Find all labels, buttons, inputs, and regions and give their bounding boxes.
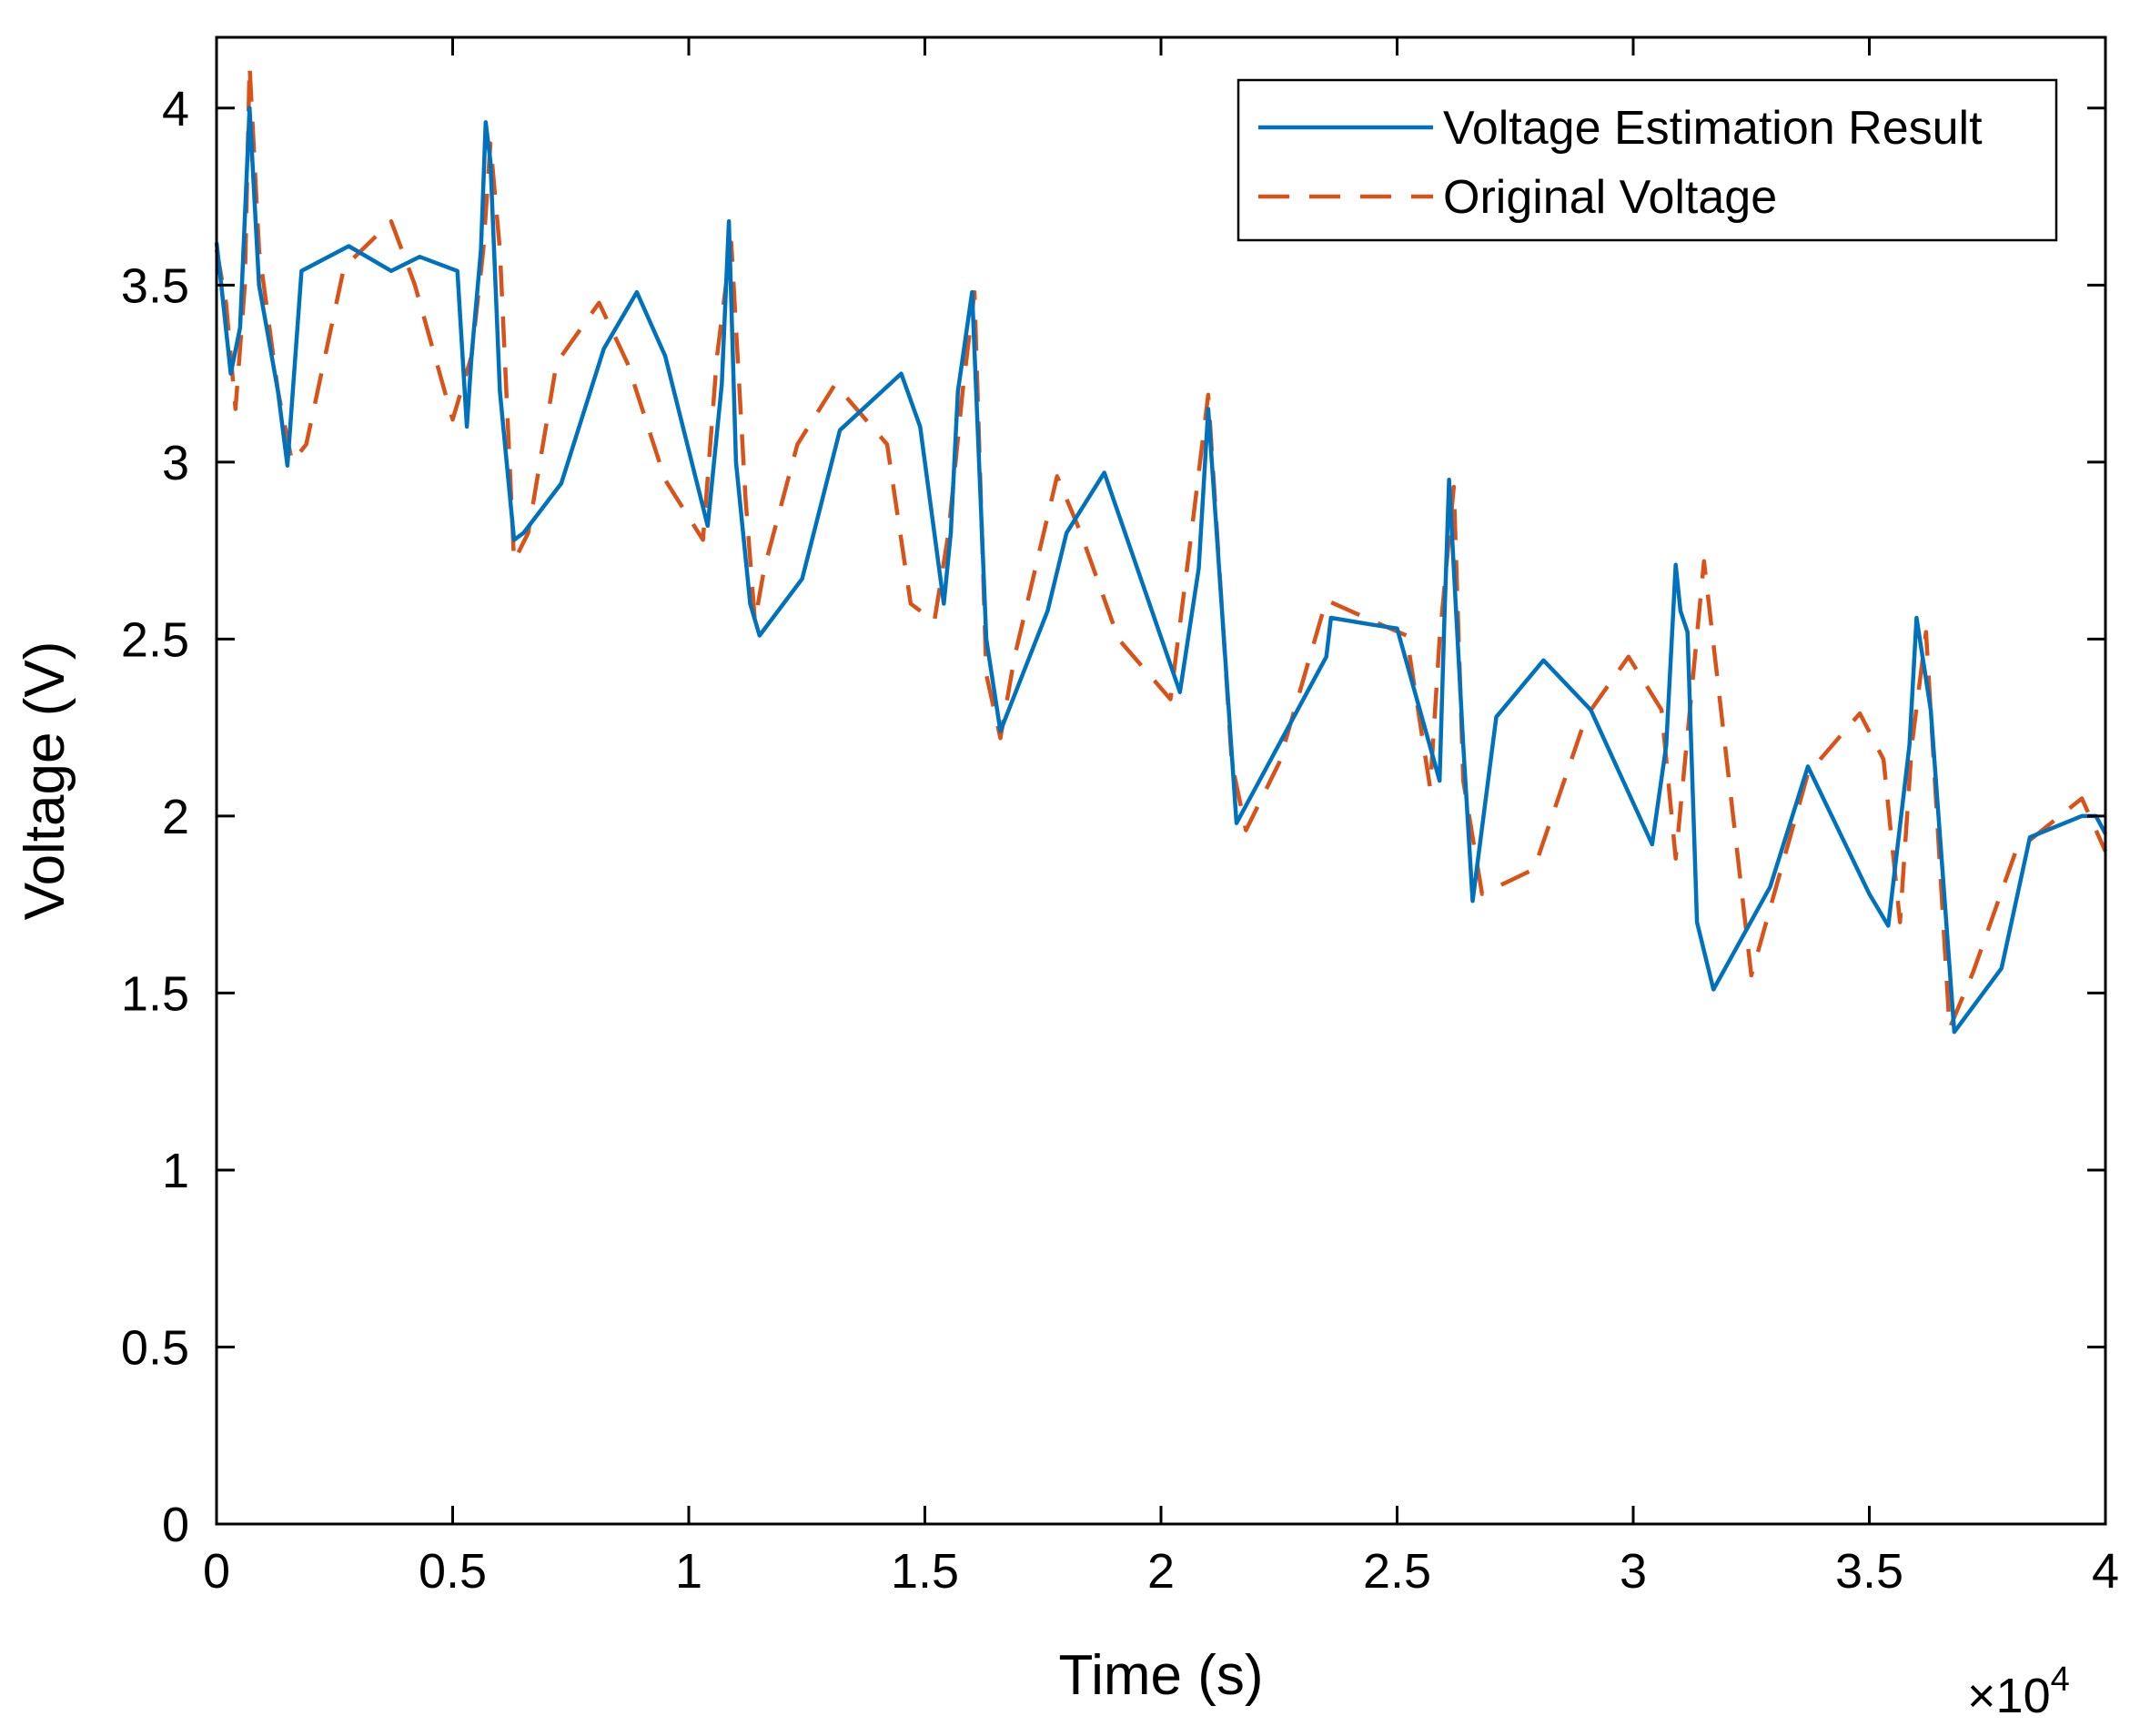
x-tick-label: 4 (2092, 1544, 2119, 1599)
legend-label-estimation: Voltage Estimation Result (1443, 102, 1983, 155)
y-tick-label: 3 (162, 436, 189, 490)
y-tick-label: 1 (162, 1144, 189, 1198)
x-tick-label: 2 (1147, 1544, 1175, 1599)
x-axis-multiplier-exponent: 4 (2051, 1660, 2070, 1699)
x-tick-label: 0.5 (419, 1544, 487, 1599)
y-tick-label: 1.5 (121, 966, 189, 1021)
y-tick-label: 4 (162, 82, 189, 136)
y-tick-label: 2 (162, 790, 189, 844)
x-tick-label: 1 (675, 1544, 702, 1599)
x-axis-ticks: 0 0.5 1 1.5 2 2.5 3 3.5 4 (203, 37, 2119, 1599)
y-axis-ticks: 0 0.5 1 1.5 2 2.5 3 3.5 4 (121, 82, 2105, 1552)
y-axis-label: Voltage (V) (14, 641, 76, 921)
legend: Voltage Estimation Result Original Volta… (1237, 78, 2058, 242)
series-layer (214, 63, 2108, 1035)
x-tick-label: 3 (1620, 1544, 1647, 1599)
y-tick-label: 0.5 (121, 1320, 189, 1375)
y-tick-label: 0 (162, 1498, 189, 1552)
series-line-original (214, 63, 2108, 1031)
x-tick-label: 0 (203, 1544, 230, 1599)
legend-label-original: Original Voltage (1443, 171, 1777, 224)
x-axis-multiplier: ×104 (1967, 1660, 2070, 1723)
x-axis-multiplier-base: ×10 (1967, 1669, 2051, 1723)
series-line-estimation (214, 106, 2107, 1035)
x-tick-label: 3.5 (1835, 1544, 1903, 1599)
y-tick-label: 3.5 (121, 258, 189, 313)
legend-box (1237, 78, 2058, 242)
y-tick-label: 2.5 (121, 612, 189, 667)
x-axis-label: Time (s) (1059, 1644, 1264, 1707)
x-tick-label: 2.5 (1363, 1544, 1431, 1599)
plot-area (217, 37, 2105, 1524)
x-tick-label: 1.5 (891, 1544, 959, 1599)
